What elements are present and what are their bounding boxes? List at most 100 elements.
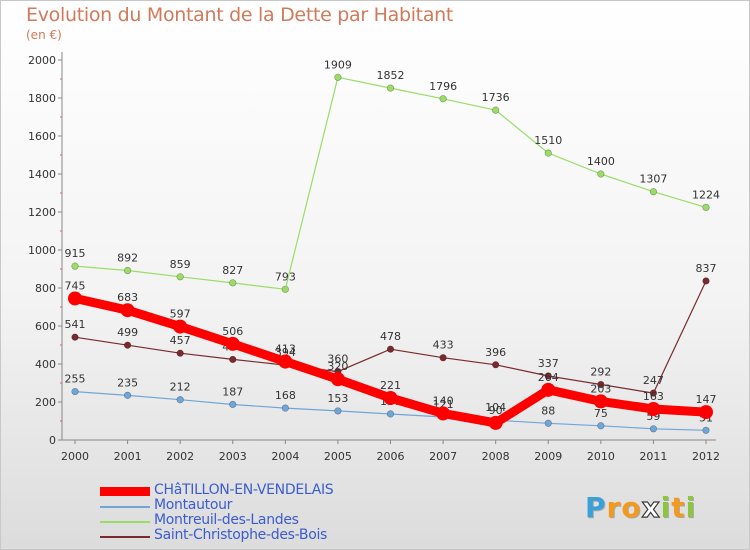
y-tick-label: 1200: [28, 206, 56, 219]
x-tick-label: 2010: [587, 450, 615, 463]
data-point: [597, 170, 605, 178]
data-label: 892: [117, 252, 138, 265]
y-tick-label: 1800: [28, 92, 56, 105]
data-label: 292: [590, 366, 611, 379]
data-point: [383, 391, 398, 406]
y-tick-label: 0: [49, 434, 56, 447]
x-tick-label: 2009: [534, 450, 562, 463]
chart-subtitle: (en €): [26, 28, 62, 42]
data-label: 597: [170, 308, 191, 321]
data-label: 915: [65, 247, 86, 260]
data-label: 187: [222, 385, 243, 398]
y-tick-label: 1000: [28, 244, 56, 257]
logo-letter: r: [606, 491, 622, 524]
data-label: 478: [380, 330, 401, 343]
data-label: 837: [696, 262, 717, 275]
data-label: 1400: [587, 155, 615, 168]
data-point: [541, 382, 556, 397]
data-label: 147: [696, 393, 717, 406]
legend-swatch: [100, 536, 150, 538]
data-label: 212: [170, 381, 191, 394]
data-point: [593, 394, 608, 409]
data-label: 683: [117, 291, 138, 304]
data-label: 1909: [324, 58, 352, 71]
legend-swatch: [100, 506, 150, 508]
data-label: 203: [590, 382, 611, 395]
data-label: 163: [643, 390, 664, 403]
data-label: 827: [222, 264, 243, 277]
data-point: [123, 341, 132, 349]
data-point: [544, 149, 552, 157]
data-label: 457: [170, 334, 191, 347]
data-point: [386, 410, 395, 418]
data-point: [492, 106, 500, 114]
data-point: [176, 349, 184, 357]
x-tick-label: 2006: [377, 450, 405, 463]
data-label: 541: [65, 318, 86, 331]
data-label: 247: [643, 374, 664, 387]
data-point: [386, 84, 395, 92]
data-label: 1852: [377, 69, 405, 82]
data-label: 221: [380, 379, 401, 392]
data-point: [281, 404, 289, 412]
y-tick-label: 2000: [28, 54, 56, 67]
data-point: [386, 345, 395, 353]
data-label: 88: [541, 404, 555, 417]
data-label: 1510: [534, 134, 562, 147]
data-point: [71, 387, 79, 396]
data-point: [71, 262, 79, 270]
data-label: 413: [275, 343, 296, 356]
data-point: [120, 303, 135, 318]
data-point: [544, 372, 552, 380]
data-point: [702, 426, 710, 434]
y-tick-label: 600: [35, 320, 56, 333]
proxiti-logo: Proxiti: [585, 490, 696, 524]
data-point: [330, 372, 345, 387]
logo-letter: t: [671, 491, 686, 524]
logo-letter: i: [660, 491, 672, 524]
data-label: 499: [117, 326, 138, 339]
data-point: [439, 354, 447, 362]
data-point: [649, 425, 658, 433]
data-label: 320: [327, 360, 348, 373]
data-point: [229, 400, 237, 409]
data-point: [123, 266, 132, 275]
data-point: [488, 415, 503, 430]
data-point: [492, 361, 500, 369]
data-label: 1736: [482, 91, 510, 104]
data-point: [597, 380, 605, 389]
data-label: 264: [538, 371, 559, 384]
data-point: [334, 73, 342, 81]
data-point: [68, 291, 82, 306]
data-label: 433: [433, 339, 454, 352]
data-point: [229, 355, 237, 364]
data-label: 235: [117, 376, 138, 389]
data-label: 396: [485, 346, 506, 359]
data-label: 793: [275, 270, 296, 283]
data-point: [176, 396, 184, 404]
data-label: 859: [170, 258, 191, 271]
x-tick-label: 2004: [271, 450, 299, 463]
y-tick-label: 800: [35, 282, 56, 295]
data-label: 90: [489, 404, 503, 417]
data-point: [229, 279, 237, 287]
legend-label: Saint-Christophe-des-Bois: [154, 527, 328, 543]
y-tick-label: 400: [35, 358, 56, 371]
data-point: [702, 203, 710, 212]
logo-letter: o: [621, 491, 642, 524]
data-point: [646, 402, 661, 417]
y-tick-label: 1600: [28, 130, 56, 143]
data-point: [173, 319, 188, 334]
x-tick-label: 2007: [429, 450, 457, 463]
data-point: [649, 188, 658, 196]
logo-letter: x: [641, 490, 661, 524]
data-point: [71, 333, 79, 341]
data-point: [123, 391, 132, 399]
data-point: [544, 419, 552, 427]
data-label: 1796: [429, 80, 457, 93]
legend-swatch: [100, 521, 150, 523]
data-point: [176, 273, 184, 281]
data-label: 255: [65, 373, 86, 386]
legend-swatch: [100, 487, 150, 496]
